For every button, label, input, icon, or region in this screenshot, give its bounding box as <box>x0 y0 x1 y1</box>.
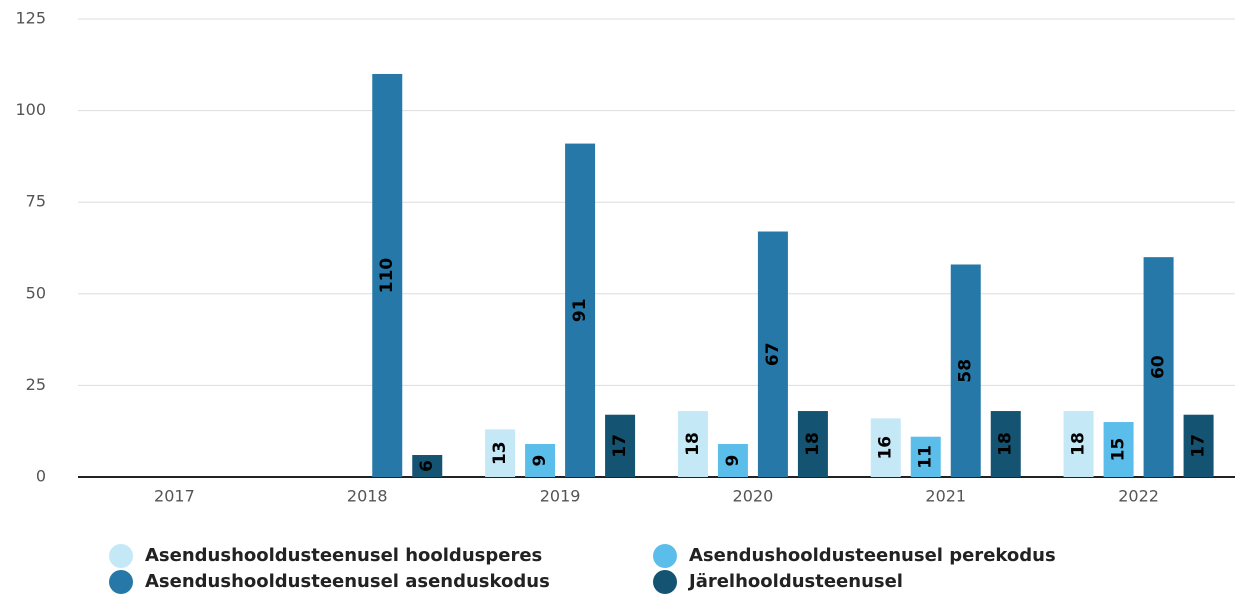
x-tick-label: 2021 <box>925 487 966 506</box>
value-label: 13 <box>490 441 510 465</box>
y-tick-label: 100 <box>15 100 46 119</box>
value-label: 18 <box>803 432 823 456</box>
bar <box>1103 422 1134 477</box>
bar <box>1063 411 1094 477</box>
legend-label: Asendushooldusteenusel perekodus <box>689 545 1056 566</box>
bar <box>757 231 788 477</box>
value-label: 11 <box>916 445 936 469</box>
value-label: 17 <box>610 434 630 458</box>
bar <box>1143 257 1174 477</box>
y-tick-label: 50 <box>26 283 46 302</box>
legend-label: Asendushooldusteenusel hooldusperes <box>145 545 542 566</box>
value-label: 18 <box>1069 432 1089 456</box>
value-label: 15 <box>1109 438 1129 462</box>
bar <box>605 414 636 477</box>
legend-label: Järelhooldusteenusel <box>687 571 903 592</box>
value-label: 17 <box>1189 434 1209 458</box>
y-tick-label: 0 <box>36 467 46 486</box>
x-tick-label: 2018 <box>347 487 388 506</box>
value-label: 18 <box>996 432 1016 456</box>
value-label: 60 <box>1149 355 1169 379</box>
value-label: 6 <box>417 460 437 472</box>
bar <box>485 429 516 477</box>
x-tick-label: 2020 <box>733 487 774 506</box>
legend-swatch <box>109 570 133 594</box>
bar <box>412 455 443 477</box>
bar <box>525 444 556 477</box>
value-label: 9 <box>723 455 743 467</box>
bar <box>1183 414 1214 477</box>
y-tick-label: 125 <box>15 9 46 28</box>
y-tick-label: 75 <box>26 192 46 211</box>
x-tick-label: 2017 <box>154 487 195 506</box>
legend-label: Asendushooldusteenusel asenduskodus <box>145 571 550 592</box>
value-label: 58 <box>956 359 976 383</box>
bar <box>950 264 981 477</box>
bar <box>717 444 748 477</box>
value-label: 67 <box>763 342 783 366</box>
value-label: 91 <box>570 298 590 322</box>
legend-swatch <box>653 570 677 594</box>
value-label: 16 <box>876 436 896 460</box>
y-tick-label: 25 <box>26 375 46 394</box>
bar <box>990 411 1021 477</box>
bar <box>677 411 708 477</box>
bar <box>870 418 901 477</box>
value-label: 18 <box>683 432 703 456</box>
bar <box>372 73 403 478</box>
legend-swatch <box>653 544 677 568</box>
bar <box>797 411 828 477</box>
value-label: 9 <box>530 455 550 467</box>
legend-swatch <box>109 544 133 568</box>
value-label: 110 <box>377 258 397 294</box>
bar <box>565 143 596 478</box>
x-tick-label: 2022 <box>1118 487 1159 506</box>
bar <box>910 436 941 477</box>
x-tick-label: 2019 <box>540 487 581 506</box>
